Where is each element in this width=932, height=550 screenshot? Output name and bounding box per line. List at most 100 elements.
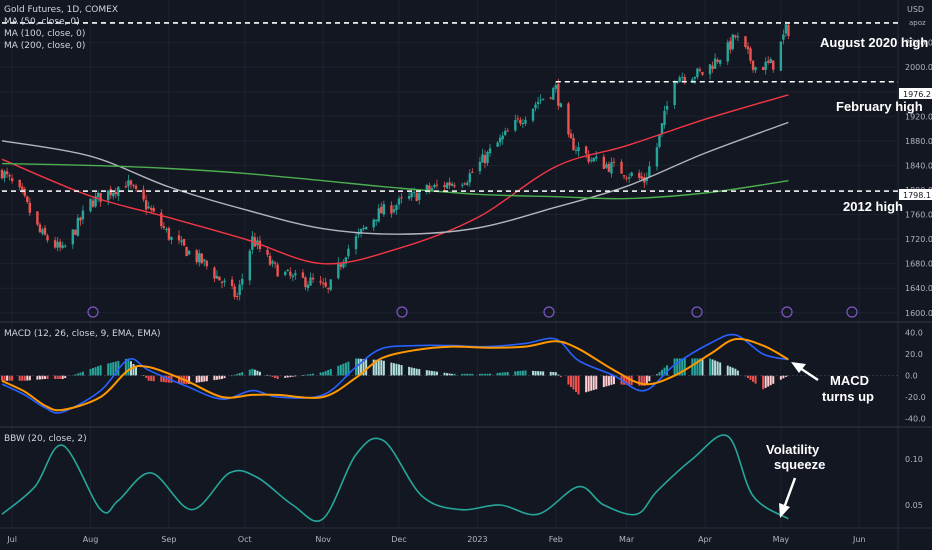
event-marker-icon[interactable] [543,306,555,318]
bbw-legend[interactable]: BBW (20, close, 2) [4,434,87,444]
candle-body [754,67,757,71]
candle-body [107,190,110,201]
candle-body [620,161,623,174]
event-markers[interactable] [87,306,858,318]
candle-body [744,36,747,48]
candle-body [524,119,527,124]
candle-body [539,99,542,101]
macd-histogram-bar [205,375,208,382]
candle-body [129,180,133,185]
candle-body [552,88,555,100]
candle-body [660,123,664,135]
candle-body [64,245,67,247]
macd-histogram-bar [590,375,593,391]
candle-body [587,154,590,162]
candle-body [678,77,681,83]
candle-body [622,175,626,177]
macd-histogram-bar [701,358,704,376]
macd-annotation-line2: turns up [822,389,874,404]
candle-body [89,198,92,212]
candle-body [658,134,661,147]
candle-body [749,48,752,61]
macd-histogram-bar [258,371,261,376]
ma200-legend[interactable]: MA (200, close, 0) [4,41,85,51]
candle-body [23,188,26,196]
macd-histogram-bar [162,375,165,383]
macd-histogram-bar [683,358,686,376]
candle-body [448,182,451,186]
macd-histogram-bar [322,372,325,376]
macd-histogram-bar [253,369,256,376]
macd-histogram-bar [165,375,168,383]
candle-body [418,192,421,200]
ma50-legend[interactable]: MA (50, close, 0) [4,17,80,27]
candle-body [354,236,358,250]
candle-body [327,287,330,289]
scale-label[interactable]: apoz [909,19,926,27]
candle-body [498,137,502,143]
event-marker-icon[interactable] [781,306,793,318]
candle-body [46,235,49,241]
macd-histogram-bar [284,375,287,378]
macd-histogram-bar [569,375,572,387]
macd-tick-label: 0.0 [905,372,918,381]
macd-histogram-bar [46,375,49,379]
macd-histogram-bar [746,375,749,379]
macd-histogram-bar [729,366,732,376]
macd-histogram-bar [655,374,658,376]
macd-histogram-bar [200,375,203,382]
candle-body [701,71,704,75]
candle-body [767,60,770,63]
macd-histogram-bar [428,370,431,376]
candle-body [549,97,552,99]
event-marker-icon[interactable] [396,306,408,318]
candle-body [506,130,509,132]
macd-histogram-bar [468,373,471,376]
candle-body [160,212,163,227]
macd-tick-label: -40.0 [905,414,926,423]
candle-body [655,147,659,167]
time-tick-label: Sep [161,535,176,544]
candle-body [124,186,128,188]
macd-histogram-bar [516,371,519,376]
macd-histogram-bar [496,372,499,376]
macd-histogram-bar [188,375,191,384]
candle-body [306,284,310,289]
candle-body [0,169,4,179]
candle-body [114,191,117,195]
event-marker-icon[interactable] [846,306,858,318]
macd-histogram-bar [749,375,752,380]
candle-body [784,24,788,34]
candle-body [400,197,403,199]
macd-histogram-bar [43,375,46,379]
candle-body [142,189,145,200]
candle-body [410,192,413,198]
candle-body [337,262,340,279]
macd-legend[interactable]: MACD (12, 26, close, 9, EMA, EMA) [4,329,161,339]
candle-body [696,68,699,77]
event-marker-icon[interactable] [691,306,703,318]
macd-histogram-bar [640,375,643,386]
symbol-legend[interactable]: Gold Futures, 1D, COMEX [4,5,118,15]
candle-body [3,171,6,179]
macd-histogram-bar [54,375,57,379]
macd-histogram-bar [21,375,24,381]
macd-histogram-bar [152,375,155,382]
macd-histogram-bar [501,372,504,376]
macd-histogram-bar [514,371,517,376]
macd-histogram-bar [605,375,608,387]
macd-histogram-bar [499,372,502,376]
macd-histogram-bar [365,359,368,376]
macd-histogram-bar [150,375,153,381]
time-tick-label: Nov [315,535,331,544]
macd-histogram-bar [504,372,507,376]
macd-histogram-bar [294,375,297,377]
ma100-legend[interactable]: MA (100, close, 0) [4,29,85,39]
macd-histogram-bar [410,367,413,376]
candle-body [79,217,82,221]
macd-histogram-bar [453,373,456,376]
candle-body [185,246,188,257]
time-tick-label: Feb [549,535,563,544]
event-marker-icon[interactable] [87,306,99,318]
macd-histogram-bar [145,375,148,378]
